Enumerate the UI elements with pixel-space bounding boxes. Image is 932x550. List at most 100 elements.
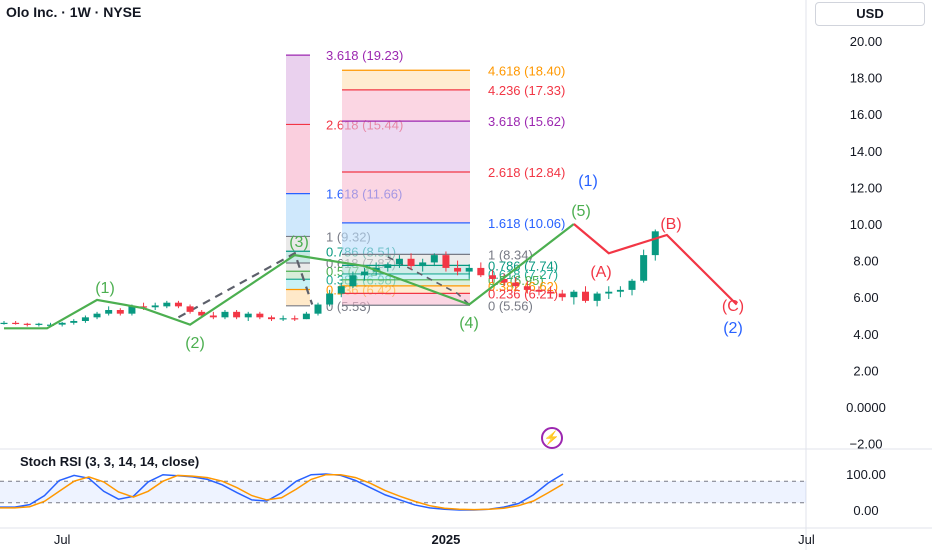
stoch-rsi-label: Stoch RSI (3, 3, 14, 14, close) xyxy=(20,454,200,469)
fib-left-zone xyxy=(286,124,310,194)
candle-body xyxy=(430,255,438,263)
fib-right-zone xyxy=(342,121,470,173)
fib-right-zone xyxy=(342,279,470,286)
fib-left-zone xyxy=(286,236,310,252)
fib-left-zone xyxy=(286,271,310,280)
candle-body xyxy=(605,291,613,294)
fib-right-label: 1.618 (10.06) xyxy=(488,216,565,231)
chart-title: Olo Inc. · 1W · NYSE xyxy=(6,4,142,20)
wave-label: (5) xyxy=(571,203,591,220)
candle-body xyxy=(233,311,241,318)
candle-body xyxy=(570,291,578,298)
fib-left-zone xyxy=(286,55,310,125)
candle-body xyxy=(0,322,8,325)
fib-right-zone xyxy=(342,70,470,90)
wave-label: (1) xyxy=(95,280,115,297)
candle-body xyxy=(477,267,485,276)
candle-body xyxy=(291,318,299,320)
candle-body xyxy=(151,305,159,308)
candle-body xyxy=(70,320,78,323)
candle-body xyxy=(267,317,275,320)
wave-label: (2) xyxy=(185,335,205,352)
price-tick-label: 20.00 xyxy=(850,34,883,49)
candle-body xyxy=(337,286,345,294)
candle-body xyxy=(105,310,113,314)
fib-right-zone xyxy=(342,265,470,274)
fib-left-zone xyxy=(286,193,310,237)
candle-body xyxy=(512,282,520,287)
candle-body xyxy=(198,311,206,316)
elliott-wave-path xyxy=(4,223,575,330)
candle-body xyxy=(140,306,148,308)
fib-right-label: 1 (8.34) xyxy=(488,247,533,262)
fib-left-zone xyxy=(286,262,310,272)
price-tick-label: 6.00 xyxy=(853,290,878,305)
candle-body xyxy=(582,291,589,301)
candle-body xyxy=(302,313,310,320)
fib-left-zone xyxy=(286,289,310,306)
lightning-icon[interactable]: ⚡ xyxy=(541,427,563,449)
time-tick-label: 2025 xyxy=(431,532,460,547)
fib-trend-line xyxy=(177,251,314,319)
candle-body xyxy=(547,291,555,294)
fib-right-label: 3.618 (15.62) xyxy=(488,114,565,129)
candle-body xyxy=(361,271,369,276)
candle-body xyxy=(186,306,194,312)
fib-left-zone xyxy=(286,251,310,263)
wave-label: (A) xyxy=(590,264,611,281)
candle-body xyxy=(58,322,66,325)
fib-right-zone xyxy=(342,172,470,223)
fib-right-zone xyxy=(342,222,470,255)
candle-body xyxy=(12,322,20,325)
price-tick-label: 16.00 xyxy=(850,107,883,122)
wave-label: (C) xyxy=(722,298,744,315)
candle-body xyxy=(628,280,636,290)
fib-left-zone xyxy=(286,279,310,290)
candle-body xyxy=(419,262,427,267)
fib-right-zone xyxy=(342,273,470,280)
candle-body xyxy=(454,267,462,272)
candle-body xyxy=(500,278,508,283)
fib-left-label: 3.618 (19.23) xyxy=(326,48,403,63)
candle-body xyxy=(221,311,229,318)
corrective-wave-path xyxy=(573,223,738,306)
fib-right-zone xyxy=(342,254,470,266)
fib-right-label: 4.236 (17.33) xyxy=(488,83,565,98)
candle-body xyxy=(128,306,136,314)
candle-body xyxy=(35,323,43,325)
rsi-tick-label: 100.00 xyxy=(846,467,886,482)
fib-right-label: 4.618 (18.40) xyxy=(488,63,565,78)
candle-body xyxy=(81,317,89,321)
candle-body xyxy=(174,302,182,307)
candle-body xyxy=(256,313,264,318)
candle-body xyxy=(314,304,322,314)
price-tick-label: −2.00 xyxy=(850,437,883,452)
wave-label: (1) xyxy=(578,173,598,190)
price-tick-label: 2.00 xyxy=(853,363,878,378)
price-tick-label: 18.00 xyxy=(850,71,883,86)
candle-body xyxy=(407,258,415,267)
candle-body xyxy=(616,289,624,292)
candle-body xyxy=(163,302,171,307)
time-tick-label: Jul xyxy=(54,532,71,547)
candle-body xyxy=(395,258,403,265)
rsi-tick-label: 0.00 xyxy=(853,503,878,518)
candle-body xyxy=(593,293,601,301)
price-tick-label: 0.0000 xyxy=(846,400,886,415)
currency-button[interactable]: USD xyxy=(815,2,925,26)
candle-body xyxy=(93,313,101,318)
stoch-d-line xyxy=(0,473,564,511)
candle-body xyxy=(209,315,217,318)
fib-right-zone xyxy=(342,89,470,122)
candle-body xyxy=(279,318,287,320)
fib-right-label: 0.786 (7.74) xyxy=(488,258,558,273)
fib-right-label: 0.618 (7.27) xyxy=(488,267,558,282)
time-tick-label: Jul xyxy=(798,532,815,547)
wave-label: (B) xyxy=(660,216,681,233)
candle-body xyxy=(535,289,543,292)
fib-right-zone xyxy=(342,285,470,294)
price-tick-label: 8.00 xyxy=(853,254,878,269)
candle-body xyxy=(640,255,648,281)
candle-body xyxy=(23,323,31,325)
